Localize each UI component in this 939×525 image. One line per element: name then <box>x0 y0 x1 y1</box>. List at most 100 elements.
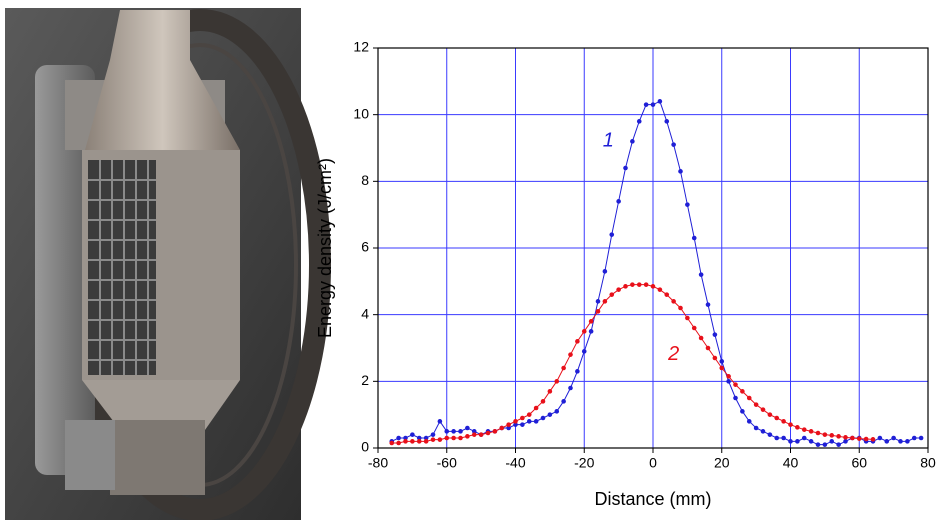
data-point <box>898 439 903 444</box>
data-point <box>492 429 498 434</box>
data-point <box>822 442 828 447</box>
x-tick-label: 0 <box>649 455 657 471</box>
data-point <box>719 359 725 364</box>
data-point <box>623 284 628 289</box>
data-point <box>678 305 683 311</box>
data-point <box>712 332 718 337</box>
data-point <box>533 405 539 411</box>
data-point <box>719 365 725 371</box>
data-point <box>396 440 401 446</box>
data-point <box>609 232 615 237</box>
data-point <box>795 425 800 430</box>
plot-border <box>377 47 929 449</box>
data-point <box>526 412 532 417</box>
data-point <box>746 395 752 401</box>
data-point <box>691 235 697 241</box>
data-point <box>499 425 505 431</box>
data-point <box>726 379 731 384</box>
data-point <box>918 435 924 441</box>
data-point <box>451 435 456 441</box>
photo <box>5 8 331 521</box>
data-point <box>774 435 780 441</box>
data-point <box>595 299 601 304</box>
data-point <box>836 434 841 439</box>
data-point <box>760 429 766 434</box>
data-point <box>444 435 450 441</box>
data-point <box>547 412 553 417</box>
data-point <box>795 439 800 444</box>
data-point <box>554 409 560 414</box>
data-point <box>568 385 573 391</box>
data-point <box>801 435 807 441</box>
data-point <box>850 435 855 441</box>
data-point <box>905 439 910 444</box>
data-point <box>437 437 443 442</box>
data-point <box>808 429 814 434</box>
data-point <box>650 284 656 289</box>
data-point <box>774 415 780 421</box>
x-tick-label: -20 <box>574 455 594 471</box>
data-point <box>726 374 731 379</box>
data-point <box>416 439 422 444</box>
data-point <box>788 422 793 427</box>
data-point <box>678 169 683 174</box>
data-point <box>760 407 766 412</box>
data-point <box>465 434 470 439</box>
data-point <box>616 287 621 292</box>
y-tick-label: 10 <box>353 105 369 121</box>
y-tick-label: 8 <box>361 172 369 188</box>
data-point <box>396 435 401 441</box>
data-point <box>437 419 443 424</box>
data-point <box>602 299 608 304</box>
data-point <box>650 102 656 107</box>
data-point <box>671 299 676 304</box>
data-point <box>643 102 649 107</box>
x-tick-label: -80 <box>368 455 388 471</box>
data-point <box>836 442 841 447</box>
data-point <box>430 437 436 442</box>
data-point <box>478 432 484 437</box>
data-point <box>568 352 573 357</box>
data-point <box>691 325 697 331</box>
x-tick-label: -40 <box>505 455 525 471</box>
data-point <box>740 389 745 394</box>
y-axis-label: Energy density (J/cm²) <box>315 158 335 338</box>
data-point <box>547 389 553 394</box>
data-point <box>581 349 587 354</box>
data-point <box>664 292 670 297</box>
data-point <box>870 437 876 442</box>
data-point <box>712 355 718 361</box>
data-point <box>403 435 408 441</box>
data-point <box>630 139 635 144</box>
data-point <box>843 435 848 440</box>
data-point <box>423 439 429 444</box>
data-point <box>815 430 821 436</box>
data-point <box>410 439 415 444</box>
data-point <box>451 429 456 434</box>
x-tick-label: 40 <box>783 455 799 471</box>
data-point <box>829 433 835 438</box>
data-point <box>540 399 546 404</box>
data-point <box>753 425 759 431</box>
data-point <box>657 99 663 104</box>
data-point <box>554 379 560 384</box>
x-tick-label: 80 <box>920 455 936 471</box>
series-label: 1 <box>603 130 614 152</box>
data-point <box>471 432 477 437</box>
x-axis-label: Distance (mm) <box>594 489 711 509</box>
data-point <box>561 399 566 404</box>
data-point <box>485 430 491 436</box>
data-point <box>815 442 821 447</box>
data-point <box>685 202 690 207</box>
data-point <box>575 369 580 374</box>
data-point <box>884 439 890 444</box>
data-point <box>520 415 525 421</box>
data-point <box>520 422 525 427</box>
data-point <box>740 409 745 414</box>
data-point <box>540 415 546 421</box>
data-point <box>911 435 917 441</box>
data-point <box>588 329 594 334</box>
series-label: 2 <box>667 343 679 365</box>
data-point <box>685 315 690 321</box>
y-tick-label: 2 <box>361 372 369 388</box>
